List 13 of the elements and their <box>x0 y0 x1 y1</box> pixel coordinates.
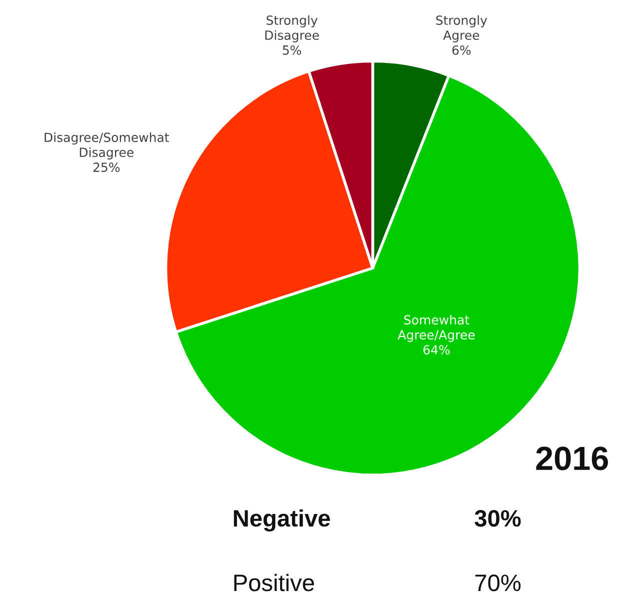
text: 2016 <box>536 446 608 470</box>
text: Positive <box>234 574 314 592</box>
data-label: 64% <box>423 345 450 354</box>
text: Negative <box>234 509 330 532</box>
text: 30% <box>474 510 521 527</box>
data-label: 25% <box>93 162 120 172</box>
slice-label: Strongly Agree <box>436 15 488 42</box>
data-label: 6% <box>452 45 471 55</box>
data-label: 5% <box>282 45 302 55</box>
slice-label: Strongly Disagree <box>265 15 319 42</box>
slice-label: Disagree/Somewhat Disagree <box>44 132 170 160</box>
text: 70% <box>475 574 521 592</box>
slice-label: Somewhat Agree/Agree <box>398 314 475 342</box>
